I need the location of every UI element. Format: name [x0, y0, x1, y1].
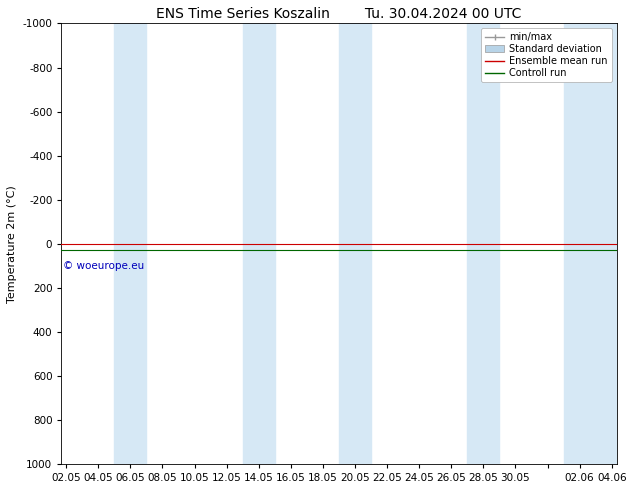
Bar [564, 24, 628, 464]
Text: © woeurope.eu: © woeurope.eu [63, 261, 145, 271]
Bar [114, 24, 146, 464]
Legend: min/max, Standard deviation, Ensemble mean run, Controll run: min/max, Standard deviation, Ensemble me… [481, 28, 612, 82]
Title: ENS Time Series Koszalin        Tu. 30.04.2024 00 UTC: ENS Time Series Koszalin Tu. 30.04.2024 … [156, 7, 522, 21]
Y-axis label: Temperature 2m (°C): Temperature 2m (°C) [7, 185, 17, 303]
Bar [467, 24, 500, 464]
Bar [339, 24, 371, 464]
Bar [243, 24, 275, 464]
